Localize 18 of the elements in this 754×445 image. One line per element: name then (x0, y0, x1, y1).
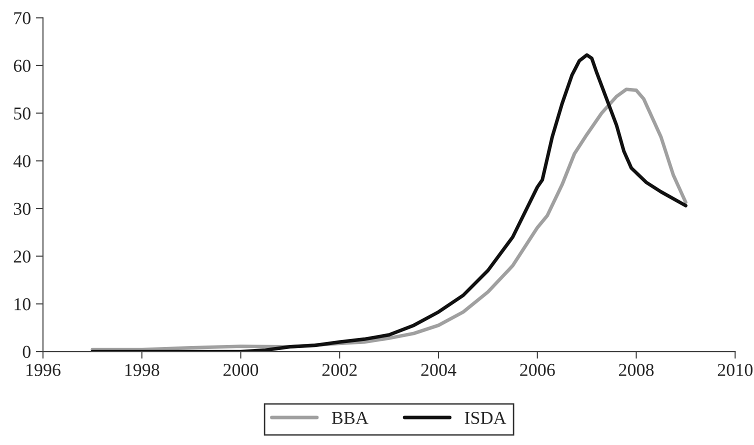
x-tick-label: 2010 (718, 364, 753, 376)
x-tick-label: 1996 (26, 364, 60, 376)
x-tick-label: 1998 (125, 364, 160, 376)
y-tick-label: 0 (22, 346, 30, 358)
legend-label: BBA (332, 412, 368, 424)
x-tick-label: 2008 (619, 364, 654, 376)
x-tick-label: 2002 (322, 364, 357, 376)
x-tick-label: 2000 (223, 364, 258, 376)
y-tick-label: 60 (14, 60, 30, 72)
y-tick-label: 40 (13, 155, 30, 168)
y-tick-label: 20 (14, 250, 30, 263)
y-tick-label: 30 (14, 202, 30, 215)
legend-label: ISDA (464, 412, 506, 424)
y-tick-label: 10 (14, 298, 30, 310)
x-tick-label: 2004 (421, 364, 456, 376)
x-tick-label: 2006 (520, 364, 555, 376)
y-tick-label: 50 (14, 107, 30, 120)
y-tick-label: 70 (14, 12, 30, 24)
